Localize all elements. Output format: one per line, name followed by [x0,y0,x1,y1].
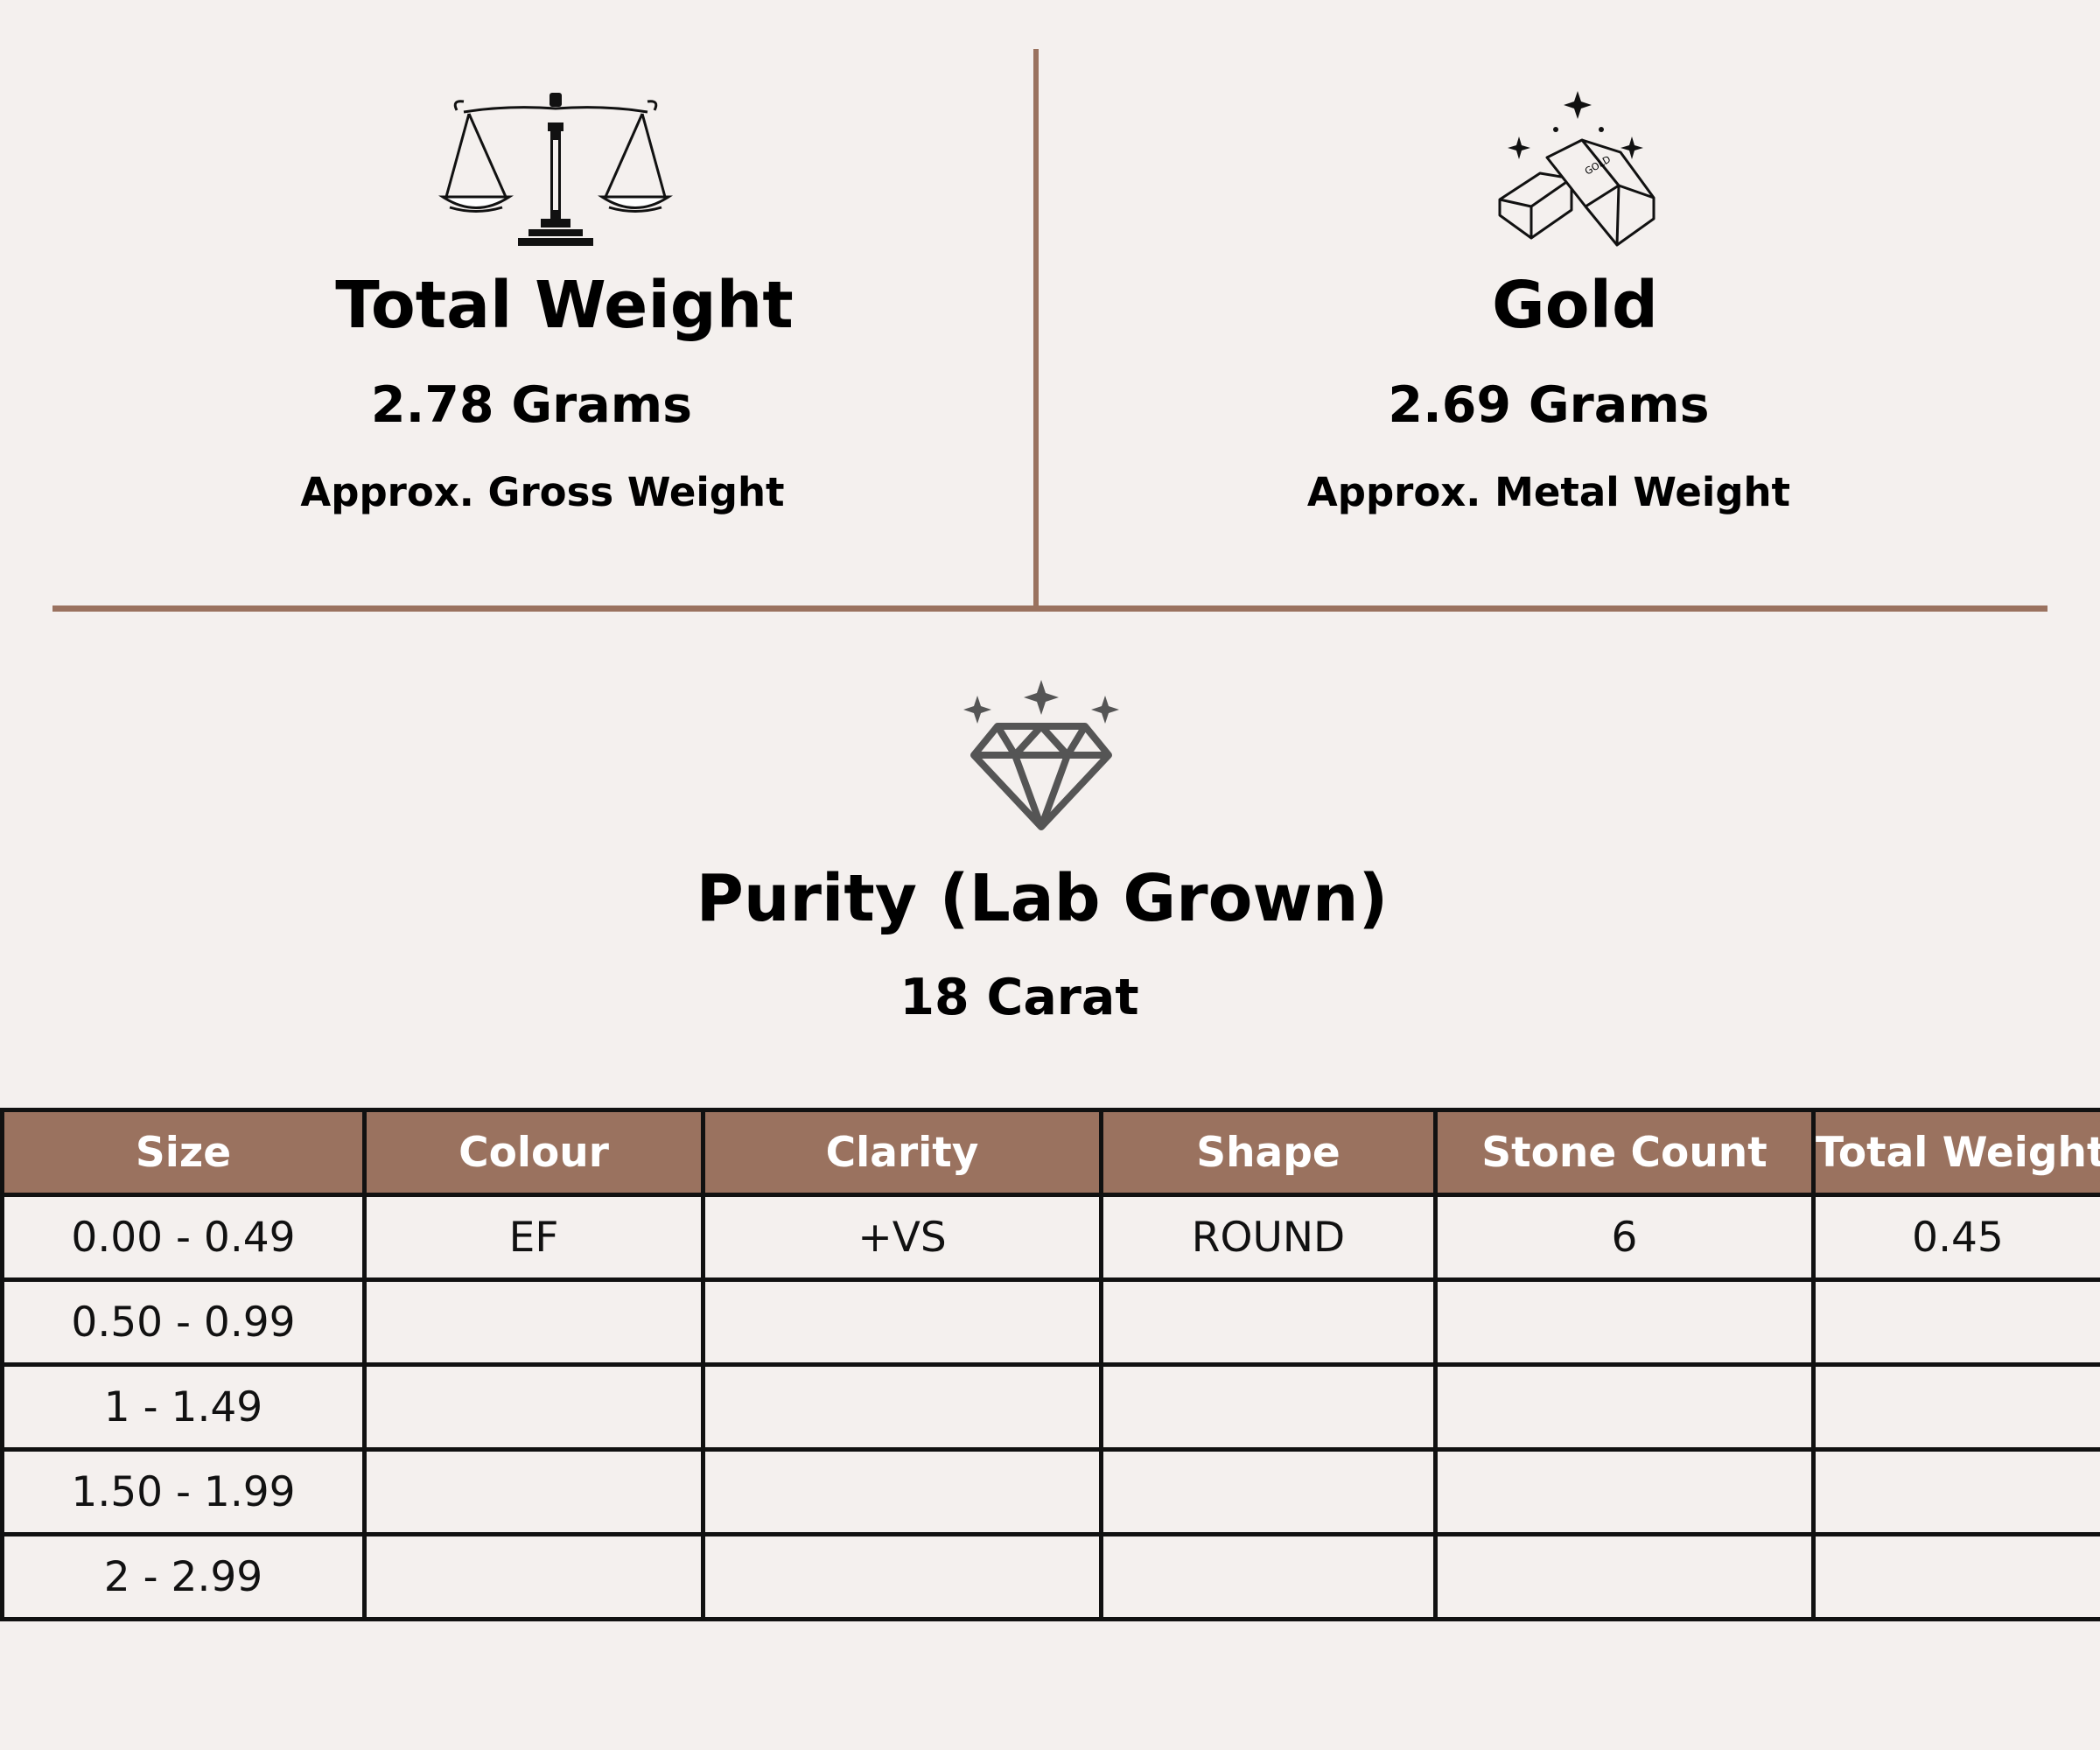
purity-title: Purity (Lab Grown) [696,861,1389,936]
vertical-divider [1033,49,1039,609]
header-total-weight: Total Weight [1811,1108,2100,1197]
cell-clarity: +VS [701,1193,1103,1282]
horizontal-divider [52,606,2048,612]
cell-stone-count [1433,1447,1816,1536]
cell-stone-count [1433,1278,1816,1367]
total-weight-value: 2.78 Grams [370,376,693,434]
cell-stone-count [1433,1532,1816,1621]
total-weight-caption: Approx. Gross Weight [300,469,785,515]
cell-clarity [701,1447,1103,1536]
table-row: 0.00 - 0.49 EF +VS ROUND 6 0.45 [0,1193,2100,1282]
table-header-row: Size Colour Clarity Shape Stone Count To… [0,1108,2100,1197]
header-clarity: Clarity [701,1108,1103,1197]
cell-size: 0.00 - 0.49 [0,1193,367,1282]
cell-stone-count: 6 [1433,1193,1816,1282]
cell-size: 1 - 1.49 [0,1362,367,1452]
cell-colour [362,1278,705,1367]
header-stone-count: Stone Count [1433,1108,1816,1197]
cell-colour [362,1362,705,1452]
cell-total-weight [1811,1532,2100,1621]
gold-bars-icon: GOLD [1498,91,1656,247]
cell-colour [362,1532,705,1621]
table-row: 0.50 - 0.99 [0,1278,2100,1367]
balance-scale-icon [438,93,674,246]
cell-size: 2 - 2.99 [0,1532,367,1621]
cell-total-weight [1811,1447,2100,1536]
cell-clarity [701,1362,1103,1452]
cell-total-weight [1811,1278,2100,1367]
cell-shape [1099,1532,1438,1621]
cell-total-weight: 0.45 [1811,1193,2100,1282]
cell-shape [1099,1362,1438,1452]
table-row: 1 - 1.49 [0,1362,2100,1452]
stone-details-table: Size Colour Clarity Shape Stone Count To… [0,1108,2100,1621]
table-row: 2 - 2.99 [0,1532,2100,1621]
header-colour: Colour [362,1108,705,1197]
cell-total-weight [1811,1362,2100,1452]
header-size: Size [0,1108,367,1197]
total-weight-title: Total Weight [335,268,794,343]
cell-colour [362,1447,705,1536]
cell-clarity [701,1278,1103,1367]
cell-shape [1099,1278,1438,1367]
cell-shape [1099,1447,1438,1536]
gold-caption: Approx. Metal Weight [1306,469,1791,515]
gold-title: Gold [1492,268,1658,343]
cell-size: 1.50 - 1.99 [0,1447,367,1536]
cell-stone-count [1433,1362,1816,1452]
cell-colour: EF [362,1193,705,1282]
purity-value: 18 Carat [900,969,1139,1026]
gold-value: 2.69 Grams [1388,376,1710,434]
cell-clarity [701,1532,1103,1621]
header-shape: Shape [1099,1108,1438,1197]
diamond-icon [963,680,1119,830]
cell-shape: ROUND [1099,1193,1438,1282]
cell-size: 0.50 - 0.99 [0,1278,367,1367]
table-row: 1.50 - 1.99 [0,1447,2100,1536]
